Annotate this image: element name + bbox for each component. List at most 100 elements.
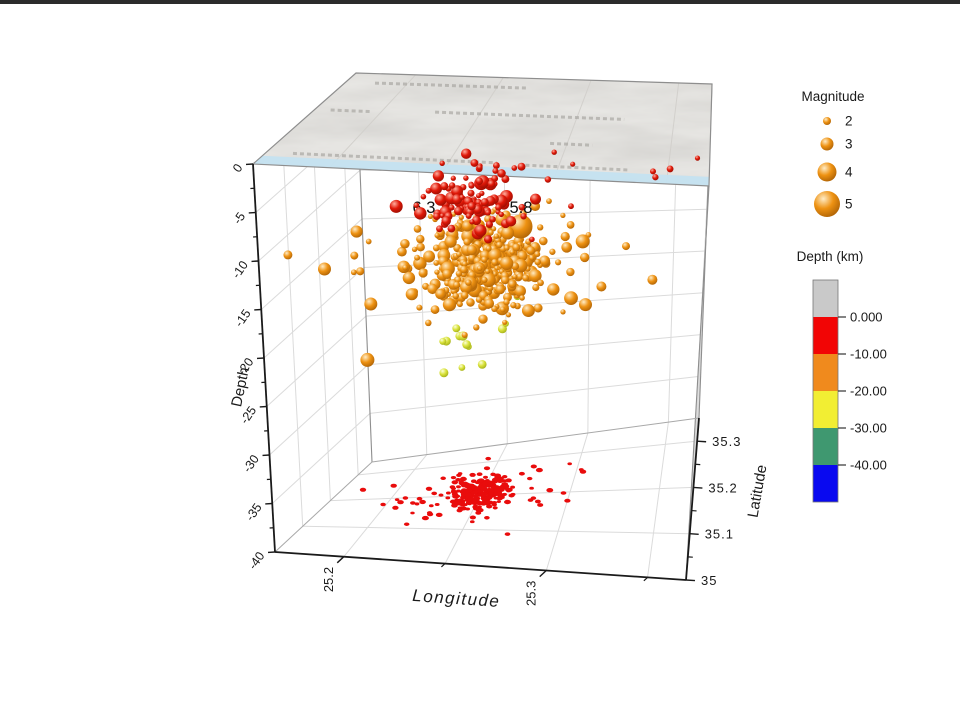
earthquake-sphere — [485, 268, 491, 274]
bottom-back-edge — [371, 417, 700, 463]
earthquake-sphere — [481, 276, 488, 283]
epicenter-dot — [426, 512, 434, 517]
epicenter-dot — [508, 493, 515, 498]
earthquake-sphere — [489, 216, 496, 223]
epicenter-dot — [493, 485, 500, 490]
earthquake-sphere — [694, 155, 701, 161]
map-longitude-gridline — [329, 74, 416, 169]
epicenter-dot — [435, 512, 443, 518]
epicenter-dot — [567, 462, 572, 466]
epicenter-dot — [498, 485, 505, 490]
latitude-major-tick — [689, 533, 699, 536]
epicenter-dot — [496, 478, 504, 483]
epicenter-dot — [456, 508, 463, 513]
earthquake-sphere — [430, 305, 440, 314]
magnitude-legend-sphere — [820, 137, 834, 151]
epicenter-dot — [506, 489, 511, 493]
earthquake-sphere — [478, 314, 488, 324]
earthquake-sphere — [647, 274, 658, 285]
earthquake-sphere — [451, 185, 463, 198]
epicenter-dot — [537, 503, 544, 507]
earthquake-sphere — [509, 249, 515, 255]
spheres-near — [283, 148, 578, 378]
magnitude-legend-label: 5 — [845, 197, 853, 212]
earthquake-sphere — [453, 281, 461, 289]
epicenter-dot — [434, 502, 440, 507]
colorbar-segment — [813, 280, 838, 317]
left-wall-depth-gridline — [258, 169, 361, 262]
magnitude-legend-title: Magnitude — [801, 89, 864, 104]
earthquake-sphere — [512, 243, 521, 252]
epicenter-dot — [502, 475, 508, 479]
back-wall-depth-gridline — [367, 334, 703, 366]
earthquake-sphere — [522, 274, 530, 282]
epicenter-dot — [462, 490, 469, 495]
epicenter-dot — [507, 478, 512, 482]
depth-tick-label: 0 — [230, 161, 245, 175]
earthquake-sphere — [450, 175, 456, 181]
epicenter-dot — [428, 504, 434, 508]
earthquake-sphere — [360, 352, 375, 367]
epicenter-dot — [475, 481, 480, 485]
earthquake-sphere — [467, 202, 476, 211]
earthquake-sphere — [493, 233, 499, 239]
earthquake-sphere — [526, 246, 536, 255]
earthquake-sphere — [475, 177, 484, 185]
earthquake-sphere — [502, 319, 508, 325]
depth-tick-label: -15 — [232, 307, 254, 330]
earthquake-sphere — [439, 337, 447, 345]
epicenter-dot — [465, 507, 471, 511]
earthquake-sphere — [505, 312, 512, 318]
earthquake-sphere — [461, 261, 468, 267]
colorbar-segment — [813, 354, 838, 391]
earthquake-sphere — [466, 298, 475, 307]
earthquake-sphere — [566, 221, 575, 229]
depth-tick-label: -10 — [229, 258, 251, 281]
epicenter-dot — [474, 493, 479, 497]
latitude-tick-label: 35.3 — [712, 434, 741, 449]
earthquake-sphere — [365, 238, 372, 245]
colorbar-tick-label: -30.00 — [850, 421, 887, 436]
earthquake-sphere — [413, 202, 420, 209]
earthquake-sphere — [413, 225, 422, 233]
earthquake-sphere — [318, 262, 331, 276]
left-wall-depth-gridline — [260, 218, 363, 310]
epicenter-dot — [481, 481, 488, 486]
earthquake-sphere — [501, 226, 515, 240]
earthquake-sphere — [551, 149, 557, 155]
earthquake-sphere — [356, 267, 365, 276]
epicenter-dot — [419, 499, 426, 505]
earthquake-sphere — [444, 235, 457, 248]
depth-tick-label: -5 — [230, 210, 248, 227]
earthquake-sphere — [465, 279, 472, 286]
epicenter-dot — [482, 475, 489, 479]
left-wall-depth-gridline — [263, 267, 365, 359]
earthquake-sphere — [476, 164, 483, 171]
earthquake-sphere — [485, 220, 494, 229]
earthquake-sphere — [555, 259, 562, 266]
front-right-vertical-edge — [685, 185, 710, 581]
epicenter-dot — [494, 473, 502, 478]
earthquake-sphere — [570, 161, 576, 167]
magnitude-legend-label: 3 — [845, 137, 853, 152]
epicenter-dot — [394, 498, 400, 501]
earthquake-sphere — [512, 274, 518, 280]
earthquake-sphere — [350, 269, 357, 276]
earthquake-sphere — [479, 190, 485, 197]
earthquake-sphere — [460, 265, 468, 274]
magnitude-legend: Magnitude 2 3 4 5 — [801, 89, 865, 217]
earthquake-sphere — [547, 283, 560, 296]
earthquake-sphere — [422, 282, 430, 290]
epicenter-dot — [397, 500, 404, 505]
earthquake-sphere — [414, 207, 427, 220]
epicenter-dot — [483, 466, 491, 471]
map-text-marks — [550, 141, 593, 147]
earthquake-sphere — [487, 179, 496, 188]
earthquake-sphere — [517, 162, 526, 171]
earthquake-sphere — [425, 187, 432, 194]
longitude-tick-label: 25.2 — [321, 567, 336, 592]
earthquake-sphere — [432, 244, 440, 252]
earthquake-sphere — [533, 303, 543, 313]
